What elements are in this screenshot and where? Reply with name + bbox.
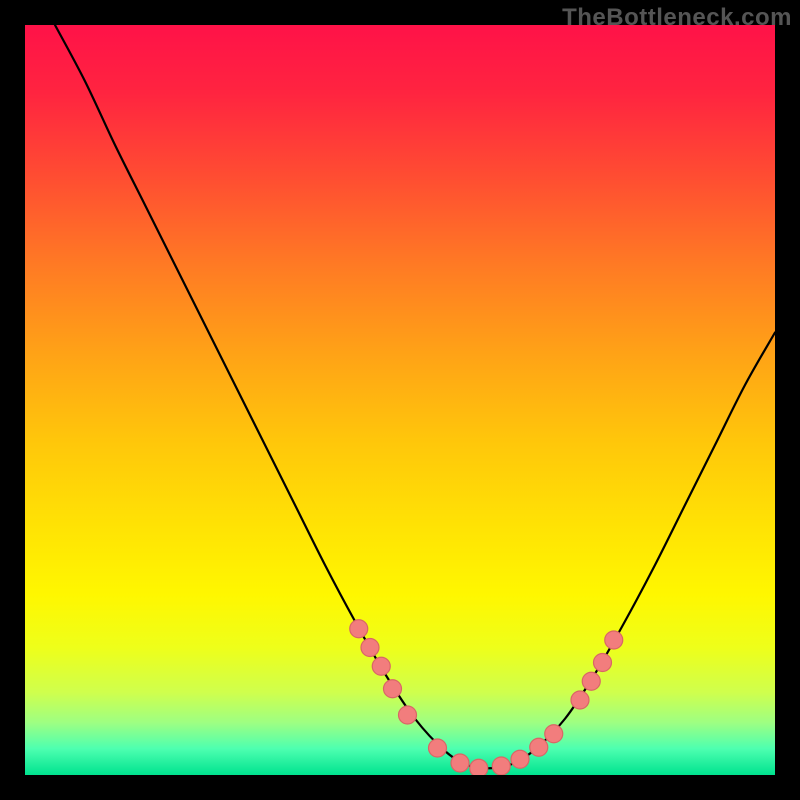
curve-marker xyxy=(384,680,402,698)
plot-background xyxy=(25,25,775,775)
curve-marker xyxy=(492,757,510,775)
curve-marker xyxy=(350,620,368,638)
curve-marker xyxy=(361,639,379,657)
bottleneck-curve-chart xyxy=(0,0,800,800)
curve-marker xyxy=(372,657,390,675)
chart-stage: TheBottleneck.com xyxy=(0,0,800,800)
curve-marker xyxy=(571,691,589,709)
curve-marker xyxy=(511,750,529,768)
curve-marker xyxy=(470,759,488,777)
watermark-text: TheBottleneck.com xyxy=(562,4,792,32)
curve-marker xyxy=(605,631,623,649)
curve-marker xyxy=(545,725,563,743)
curve-marker xyxy=(429,739,447,757)
curve-marker xyxy=(451,754,469,772)
curve-marker xyxy=(399,706,417,724)
curve-marker xyxy=(594,654,612,672)
curve-marker xyxy=(530,738,548,756)
curve-marker xyxy=(582,672,600,690)
